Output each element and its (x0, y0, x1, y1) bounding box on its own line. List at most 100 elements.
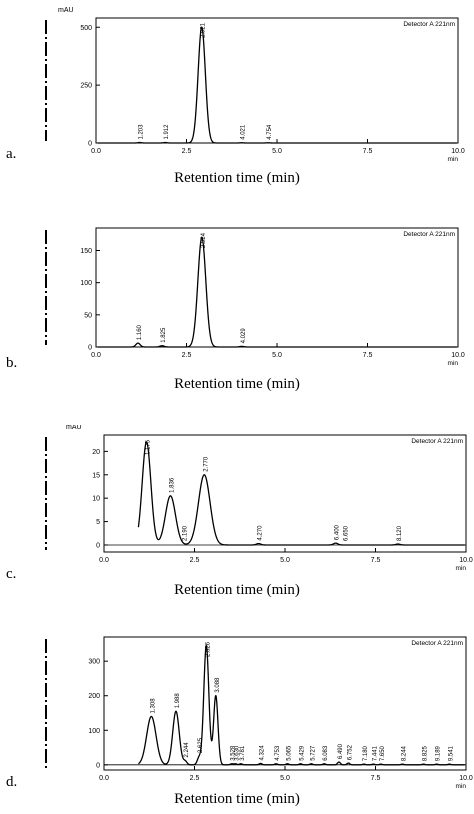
x-tick-label-b: 7.5 (363, 352, 373, 359)
peak-label: 1.175 (146, 439, 152, 455)
x-tick-label-b: 0.0 (91, 352, 101, 359)
detector-label-c: Detector A 221nm (411, 438, 463, 445)
x-tick-label-c: 2.5 (190, 557, 200, 564)
y-tick-label-b: 150 (80, 248, 92, 255)
y-tick-label-d: 0 (96, 762, 100, 769)
x-axis-title-d: Retention time (min) (174, 791, 300, 807)
peak-label: 6.400 (335, 524, 341, 540)
peak-label: 1.836 (169, 477, 175, 493)
chromatogram-panel-a: mAU Detector A 221nm 0.0 2.5 5.0 7.5 10.0 min 0 2… (0, 0, 474, 192)
y-tick-label-c: 10 (92, 496, 100, 503)
x-tick-label-d: 0.0 (99, 775, 109, 782)
y-tick-label-c: 15 (92, 472, 100, 479)
peak-label: 1.160 (137, 324, 143, 340)
peak-label: 6.650 (344, 525, 350, 541)
y-tick-label-b: 0 (88, 345, 92, 352)
plot-frame-b (95, 227, 459, 348)
x-tick-label-a: 7.5 (363, 148, 373, 155)
x-tick-label-b: 10.0 (451, 352, 465, 359)
chromatogram-trace-c (137, 441, 465, 546)
peak-label: 7.650 (380, 745, 386, 761)
peak-label: 2.826 (205, 641, 211, 657)
x-tick-label-a: 0.0 (91, 148, 101, 155)
peak-label: 8.120 (397, 525, 403, 541)
peak-label: 3.781 (240, 745, 246, 761)
peak-label: 1.912 (164, 124, 170, 140)
peak-label: 8.825 (422, 745, 428, 761)
peak-label: 2.770 (203, 456, 209, 472)
peak-label: 1.988 (175, 693, 181, 709)
x-tick-label-a: 2.5 (182, 148, 192, 155)
peak-label: 5.065 (286, 745, 292, 761)
x-tick-label-a: 10.0 (451, 148, 465, 155)
peak-label: 2.924 (201, 232, 207, 248)
x-unit-label-d: min (456, 783, 467, 790)
panel-letter-a: a. (6, 146, 17, 162)
x-tick-label-b: 5.0 (272, 352, 282, 359)
peak-label: 6.490 (338, 743, 344, 759)
peak-label: 3.088 (215, 677, 221, 693)
panel-letter-b: b. (6, 355, 18, 371)
y-tick-label-a: 500 (80, 25, 92, 32)
y-tick-label-c: 5 (96, 519, 100, 526)
detector-label-d: Detector A 221nm (411, 640, 463, 647)
peak-label: 4.021 (241, 124, 247, 140)
chromatogram-panel-d: Detector A 221nm 0.0 2.5 5.0 7.5 10.0 min 0 100 2… (0, 625, 474, 814)
chromatogram-trace-d (138, 644, 465, 766)
x-unit-label-a: min (448, 156, 459, 163)
peak-label: 1.308 (150, 698, 156, 714)
detector-label-b: Detector A 221nm (403, 231, 455, 238)
peak-label: 4.270 (258, 525, 264, 541)
x-tick-label-c: 0.0 (99, 557, 109, 564)
x-tick-label-d: 5.0 (280, 775, 290, 782)
peak-label: 2.244 (184, 742, 190, 758)
plot-frame-c (103, 434, 467, 553)
peak-label: 3.630 (234, 745, 240, 761)
x-tick-label-d: 2.5 (190, 775, 200, 782)
x-tick-label-c: 7.5 (371, 557, 381, 564)
y-unit-label-c: mAU (66, 425, 82, 431)
peak-label: 5.429 (300, 745, 306, 761)
panel-letter-d: d. (6, 774, 18, 790)
peak-label: 4.754 (267, 124, 273, 140)
peak-label: 6.752 (347, 744, 353, 760)
x-tick-label-c: 10.0 (459, 557, 473, 564)
x-axis-title-b: Retention time (min) (174, 376, 300, 392)
peak-label: 7.441 (372, 745, 378, 761)
y-tick-label-d: 300 (88, 659, 100, 666)
x-axis-title-a: Retention time (min) (174, 170, 300, 186)
x-tick-label-a: 5.0 (272, 148, 282, 155)
peak-label: 6.083 (323, 745, 329, 761)
chromatogram-panel-b: Detector A 221nm 0.0 2.5 5.0 7.5 10.0 min 0 50 10… (0, 218, 474, 400)
chromatogram-trace-b (97, 236, 457, 348)
detector-label-a: Detector A 221nm (403, 21, 455, 28)
x-tick-label-d: 10.0 (459, 775, 473, 782)
peak-label: 1.203 (139, 124, 145, 140)
peak-label: 7.180 (363, 745, 369, 761)
y-tick-label-c: 20 (92, 449, 100, 456)
plot-frame-a (95, 17, 459, 144)
y-tick-label-a: 0 (88, 141, 92, 148)
peak-label: 3.528 (231, 745, 237, 761)
x-tick-label-d: 7.5 (371, 775, 381, 782)
x-tick-label-c: 5.0 (280, 557, 290, 564)
y-tick-label-b: 100 (80, 280, 92, 287)
y-tick-label-b: 50 (84, 312, 92, 319)
peak-label: 4.029 (241, 328, 247, 344)
peak-label: 9.189 (436, 745, 442, 761)
chromatogram-trace-a (97, 26, 457, 144)
peak-label: 5.727 (310, 745, 316, 761)
y-tick-label-a: 250 (80, 83, 92, 90)
y-tick-label-d: 200 (88, 693, 100, 700)
x-axis-title-c: Retention time (min) (174, 582, 300, 598)
peak-label: 2.190 (182, 525, 188, 541)
peak-label: 1.825 (161, 327, 167, 343)
x-unit-label-b: min (448, 360, 459, 367)
y-tick-label-d: 100 (88, 728, 100, 735)
peak-label: 8.244 (401, 745, 407, 761)
peak-label: 4.324 (260, 745, 266, 761)
